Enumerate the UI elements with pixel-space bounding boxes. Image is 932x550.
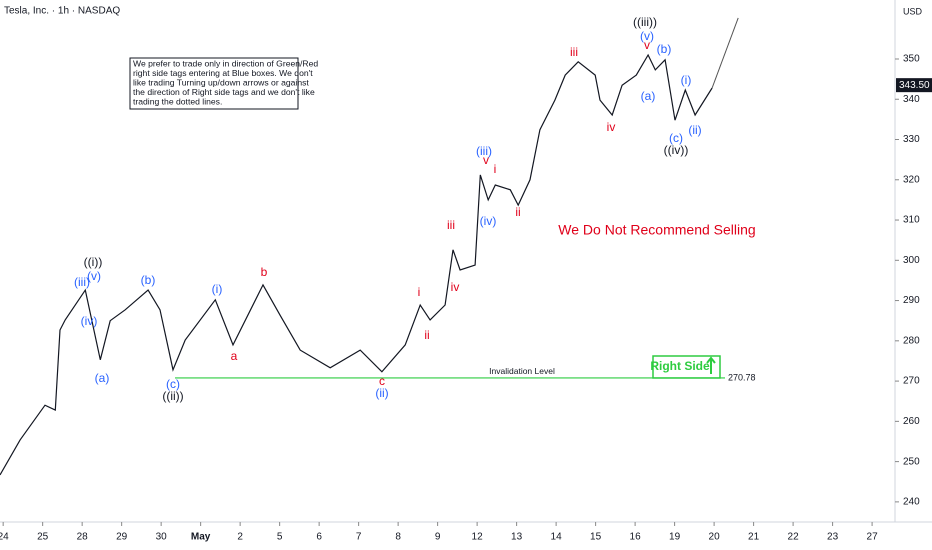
x-tick-label: 9 — [435, 532, 441, 543]
wave-label: (v) — [640, 29, 654, 43]
x-tick-label: 21 — [748, 532, 760, 543]
invalidation-value: 270.78 — [728, 372, 756, 382]
x-tick-label: 29 — [116, 532, 128, 543]
x-tick-label: 6 — [316, 532, 322, 543]
y-tick-label: 320 — [903, 174, 920, 185]
wave-label: (c) — [166, 377, 180, 391]
y-tick-label: 350 — [903, 54, 920, 65]
x-tick-label: 24 — [0, 532, 9, 543]
note-box — [129, 57, 299, 110]
x-tick-label: 8 — [395, 532, 401, 543]
note-line: right side tags entering at Blue boxes. … — [133, 68, 313, 78]
wave-label: v — [644, 38, 650, 52]
x-tick-label: 7 — [356, 532, 362, 543]
wave-label: i — [494, 162, 497, 176]
x-tick-label: 22 — [788, 532, 800, 543]
wave-label: v — [483, 153, 489, 167]
y-tick-label: 270 — [903, 376, 920, 387]
wave-label: i — [418, 285, 421, 299]
x-tick-label: 5 — [277, 532, 283, 543]
wave-label: (i) — [681, 73, 692, 87]
wave-label: (b) — [657, 42, 672, 56]
wave-label: b — [261, 265, 268, 279]
wave-label: (iii) — [74, 275, 90, 289]
x-tick-label: 28 — [77, 532, 89, 543]
wave-label: ((iv)) — [664, 143, 689, 157]
wave-label: a — [231, 349, 238, 363]
wave-label: ((i)) — [84, 255, 103, 269]
right-side-tag: Right Side — [650, 359, 710, 373]
note-line: the direction of Right side tags and we … — [133, 87, 315, 97]
wave-label: (b) — [141, 273, 156, 287]
wave-label: iv — [607, 120, 616, 134]
y-tick-label: 260 — [903, 416, 920, 427]
y-tick-label: 330 — [903, 134, 920, 145]
wave-label: ((iii)) — [633, 15, 657, 29]
x-tick-label: 15 — [590, 532, 602, 543]
x-tick-label: 19 — [669, 532, 681, 543]
invalidation-label: Invalidation Level — [489, 366, 555, 376]
note-line: We prefer to trade only in direction of … — [133, 58, 318, 68]
x-tick-label: 30 — [156, 532, 168, 543]
x-tick-label: 2 — [237, 532, 243, 543]
y-tick-label: 340 — [903, 94, 920, 105]
wave-label: (ii) — [688, 123, 701, 137]
y-tick-label: 250 — [903, 456, 920, 467]
last-price-box — [896, 78, 932, 93]
x-tick-label: 14 — [551, 532, 563, 543]
x-tick-label: 16 — [630, 532, 642, 543]
y-tick-label: 290 — [903, 295, 920, 306]
warning: We Do Not Recommend Selling — [558, 222, 755, 238]
price-line — [0, 53, 713, 476]
wave-label: (v) — [87, 269, 101, 283]
projection-line — [711, 17, 739, 89]
x-tick-label: 20 — [709, 532, 721, 543]
wave-label: ii — [515, 205, 520, 219]
x-tick-label: 25 — [37, 532, 49, 543]
wave-label: iv — [451, 280, 460, 294]
x-tick-label: May — [191, 532, 211, 543]
last-price-label: 343.50 — [899, 80, 930, 91]
wave-label: (a) — [641, 89, 656, 103]
wave-label: (i) — [212, 282, 223, 296]
wave-label: iii — [447, 218, 455, 232]
y-tick-label: 300 — [903, 255, 920, 266]
y-tick-label: 310 — [903, 215, 920, 226]
currency: USD — [903, 6, 923, 16]
x-tick-label: 23 — [827, 532, 839, 543]
wave-label: (iv) — [480, 214, 497, 228]
up-arrow — [706, 356, 716, 374]
note-line: trading the dotted lines. — [133, 96, 222, 106]
y-tick-label: 280 — [903, 335, 920, 346]
wave-label: (iv) — [81, 314, 98, 328]
wave-label: (ii) — [375, 386, 388, 400]
x-tick-label: 27 — [867, 532, 879, 543]
wave-label: c — [379, 374, 385, 388]
wave-label: (a) — [95, 371, 110, 385]
note-line: like trading Turning up/down arrows or a… — [133, 77, 309, 87]
x-tick-label: 12 — [472, 532, 484, 543]
wave-label: (iii) — [476, 144, 492, 158]
wave-label: ((ii)) — [162, 389, 183, 403]
wave-label: ii — [424, 328, 429, 342]
wave-label: iii — [570, 45, 578, 59]
wave-label: (c) — [669, 131, 683, 145]
x-tick-label: 13 — [511, 532, 523, 543]
chart-title: Tesla, Inc. · 1h · NASDAQ — [4, 6, 120, 17]
y-tick-label: 240 — [903, 497, 920, 508]
